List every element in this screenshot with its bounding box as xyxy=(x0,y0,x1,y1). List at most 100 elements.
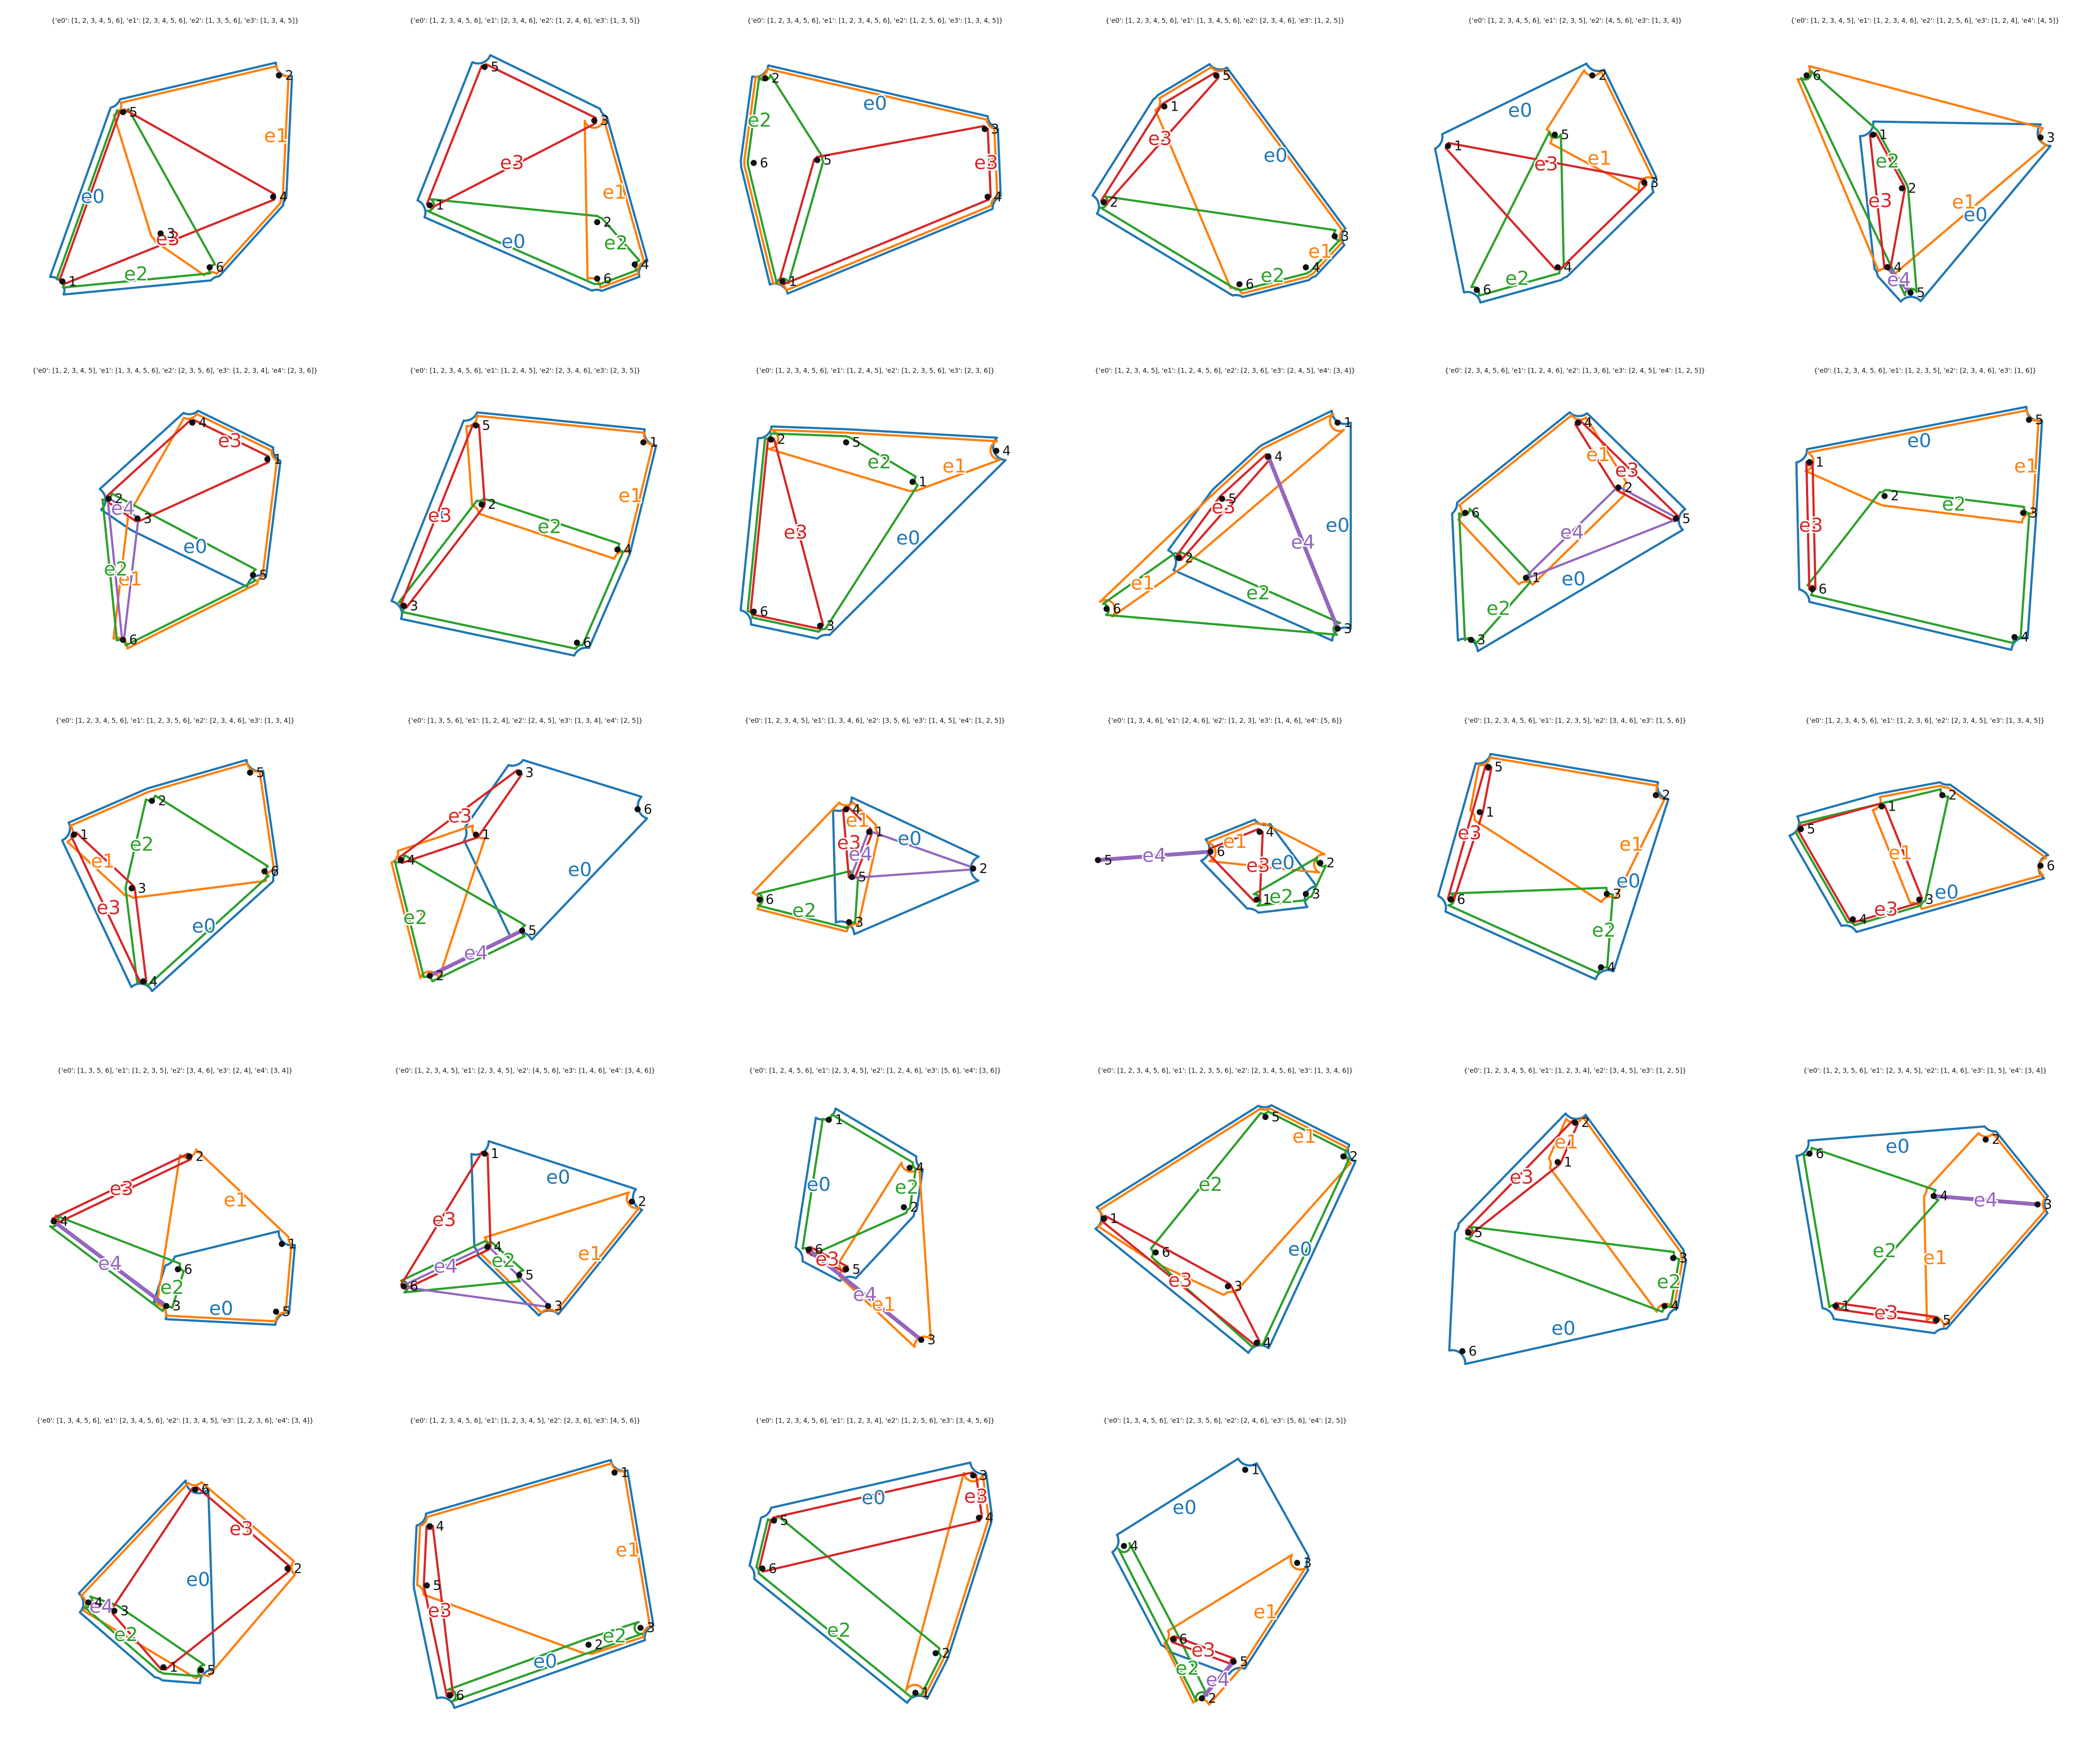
node-label: 1 xyxy=(919,474,927,490)
node-label: 4 xyxy=(1263,1335,1271,1351)
hypergraph-panel: {'e0': [1, 2, 3, 4, 5], 'e1': [1, 3, 4, … xyxy=(32,367,318,648)
node-label: 4 xyxy=(199,415,207,430)
node-label: 3 xyxy=(2044,1197,2052,1212)
hyperedge-label: e4 xyxy=(464,942,488,964)
node-label: 3 xyxy=(167,226,175,242)
hyperedge-label: e1 xyxy=(578,1242,602,1265)
hypergraph-panel: {'e0': [1, 2, 3, 4, 5, 6], 'e1': [1, 2, … xyxy=(1789,717,2055,932)
node-label: 3 xyxy=(144,511,152,526)
node-dot xyxy=(1604,891,1610,897)
hyperedge-e0 xyxy=(1796,1127,2048,1334)
node-label: 4 xyxy=(916,1160,924,1176)
node-label: 4 xyxy=(60,1214,68,1229)
hyperedge-label: e1 xyxy=(942,455,966,477)
node-dot xyxy=(519,928,525,934)
hypergraph-panel: {'e0': [1, 2, 3, 4, 5, 6], 'e1': [1, 2, … xyxy=(392,367,658,655)
panel-title: {'e0': [1, 2, 3, 4, 5], 'e1': [1, 2, 3, … xyxy=(1791,17,2060,24)
hyperedge-label: e2 xyxy=(124,263,148,285)
node-label: 5 xyxy=(433,1578,441,1593)
node-label: 6 xyxy=(760,155,768,171)
node-label: 2 xyxy=(1599,68,1607,83)
hyperedge-e2 xyxy=(1459,509,1530,644)
hyperedge-label: e2 xyxy=(114,1624,138,1646)
node-dot xyxy=(826,1117,832,1123)
node-label: 4 xyxy=(1266,824,1274,840)
hyperedge-label: e3 xyxy=(97,897,121,919)
node-label: 5 xyxy=(852,1262,861,1277)
node-label: 4 xyxy=(494,1239,502,1255)
hyperedge-label: e1 xyxy=(2014,455,2038,477)
node-label: 3 xyxy=(1679,1251,1687,1266)
hyperedge-label: e1 xyxy=(1554,1131,1578,1153)
node-dot xyxy=(149,798,155,804)
node-dot xyxy=(1939,792,1946,798)
hyperedge-label: e2 xyxy=(1872,1239,1897,1262)
hyperedge-e1 xyxy=(67,763,274,898)
node-label: 2 xyxy=(771,71,780,86)
panel-title: {'e0': [1, 2, 3, 5, 6], 'e1': [2, 3, 4, … xyxy=(1803,1067,2047,1074)
node-label: 6 xyxy=(1469,1344,1477,1359)
node-dot xyxy=(843,439,849,445)
node-label: 2 xyxy=(595,1637,603,1652)
node-label: 4 xyxy=(1584,415,1592,430)
node-dot xyxy=(970,865,976,872)
node-dot xyxy=(912,1690,918,1696)
panel-title: {'e0': [1, 2, 3, 4, 5], 'e1': [2, 3, 4, … xyxy=(395,1067,655,1074)
hyperedge-label: e1 xyxy=(616,1539,640,1561)
node-dot xyxy=(424,1582,430,1589)
node-label: 5 xyxy=(525,1267,534,1283)
node-label: 6 xyxy=(1179,1632,1187,1647)
panel-title: {'e0': [1, 2, 3, 4, 5, 6], 'e1': [1, 2, … xyxy=(55,717,294,724)
node-dot xyxy=(814,157,820,163)
hypergraph-panel: {'e0': [1, 2, 3, 4, 5, 6], 'e1': [1, 2, … xyxy=(1449,1067,1688,1364)
node-label: 3 xyxy=(1613,886,1621,902)
node-dot xyxy=(1879,803,1885,809)
node-dot xyxy=(479,501,485,508)
hyperedge-label: e0 xyxy=(1172,1497,1197,1519)
node-dot xyxy=(60,278,66,284)
node-dot xyxy=(1477,809,1483,815)
hyperedge-label: e2 xyxy=(1260,264,1284,287)
node-dot xyxy=(970,1472,976,1478)
node-dot xyxy=(279,1241,285,1247)
node-label: 3 xyxy=(554,1298,563,1314)
node-label: 6 xyxy=(271,864,279,879)
hyperedge-label: e0 xyxy=(1288,1238,1312,1260)
hyperedge-label: e2 xyxy=(1198,1173,1222,1196)
node-label: 4 xyxy=(1564,260,1572,275)
hyperedge-e0 xyxy=(50,63,292,294)
node-dot xyxy=(2012,634,2018,640)
node-label: 1 xyxy=(1888,799,1896,814)
node-label: 1 xyxy=(1263,892,1271,907)
node-label: 2 xyxy=(1208,1691,1216,1706)
hyperedge-label: e4 xyxy=(853,1283,877,1306)
node-dot xyxy=(1101,1215,1107,1222)
node-dot xyxy=(1256,829,1263,835)
hyperedge-label: e3 xyxy=(1246,854,1270,877)
node-dot xyxy=(1983,1137,1989,1143)
panel-title: {'e0': [1, 2, 3, 4, 5, 6], 'e1': [2, 3, … xyxy=(1468,17,1682,24)
node-dot xyxy=(198,1667,204,1673)
node-dot xyxy=(1254,896,1260,903)
node-dot xyxy=(134,515,140,522)
hyperedge-label: e4 xyxy=(848,843,872,865)
hyperedge-label: e3 xyxy=(448,805,472,827)
hyperedge-label: e3 xyxy=(428,504,452,527)
node-dot xyxy=(1615,484,1621,490)
node-label: 2 xyxy=(1581,1115,1589,1130)
node-dot xyxy=(1236,281,1242,287)
node-dot xyxy=(780,278,786,284)
hypergraph-panel: {'e0': [1, 3, 4, 5, 6], 'e1': [2, 3, 4, … xyxy=(36,1417,314,1683)
node-label: 4 xyxy=(994,189,1002,205)
node-dot xyxy=(140,978,146,984)
node-dot xyxy=(594,276,600,282)
node-dot xyxy=(2037,863,2044,869)
hyperedge-label: e3 xyxy=(1534,153,1558,175)
node-label: 5 xyxy=(1682,511,1690,526)
node-label: 5 xyxy=(1474,1225,1483,1241)
node-dot xyxy=(1803,72,1810,78)
node-dot xyxy=(1916,896,1922,903)
node-dot xyxy=(276,72,282,78)
node-label: 5 xyxy=(482,418,490,433)
hyperedge-e1 xyxy=(114,66,288,275)
